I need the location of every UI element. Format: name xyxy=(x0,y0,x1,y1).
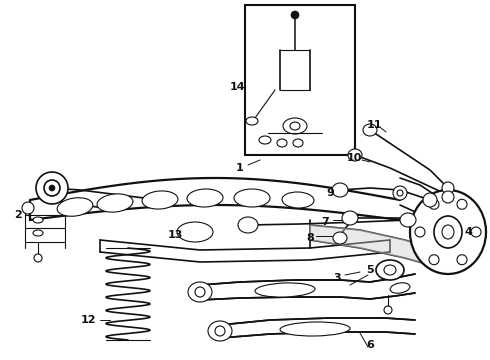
Ellipse shape xyxy=(429,199,439,209)
Ellipse shape xyxy=(215,326,225,336)
Ellipse shape xyxy=(363,124,377,136)
Text: 4: 4 xyxy=(464,227,472,237)
Ellipse shape xyxy=(457,199,467,209)
Ellipse shape xyxy=(187,189,223,207)
Text: 1: 1 xyxy=(236,163,244,173)
Ellipse shape xyxy=(290,122,300,130)
Ellipse shape xyxy=(415,227,425,237)
Text: 14: 14 xyxy=(229,82,245,92)
Ellipse shape xyxy=(49,185,55,191)
Text: 5: 5 xyxy=(366,265,374,275)
Ellipse shape xyxy=(471,227,481,237)
Ellipse shape xyxy=(277,139,287,147)
Polygon shape xyxy=(370,274,415,299)
Text: 11: 11 xyxy=(366,120,382,130)
Ellipse shape xyxy=(33,217,43,223)
Ellipse shape xyxy=(195,287,205,297)
Polygon shape xyxy=(220,318,415,338)
Ellipse shape xyxy=(280,322,350,336)
Ellipse shape xyxy=(442,191,454,203)
Ellipse shape xyxy=(22,202,34,214)
Ellipse shape xyxy=(332,183,348,197)
Ellipse shape xyxy=(44,180,60,196)
Ellipse shape xyxy=(36,172,68,204)
Ellipse shape xyxy=(293,139,303,147)
Ellipse shape xyxy=(390,283,410,293)
Polygon shape xyxy=(310,225,445,270)
Ellipse shape xyxy=(255,283,315,297)
Ellipse shape xyxy=(410,190,486,274)
Ellipse shape xyxy=(291,11,299,19)
Text: 13: 13 xyxy=(167,230,183,240)
Polygon shape xyxy=(200,280,370,300)
Ellipse shape xyxy=(434,216,462,248)
Text: 10: 10 xyxy=(346,153,362,163)
Ellipse shape xyxy=(283,118,307,134)
Ellipse shape xyxy=(142,191,178,209)
Ellipse shape xyxy=(234,189,270,207)
Text: 12: 12 xyxy=(80,315,96,325)
Ellipse shape xyxy=(282,192,314,208)
Ellipse shape xyxy=(238,217,258,233)
Ellipse shape xyxy=(384,265,396,275)
Ellipse shape xyxy=(423,193,437,207)
Ellipse shape xyxy=(34,254,42,262)
Ellipse shape xyxy=(384,306,392,314)
Text: 9: 9 xyxy=(326,188,334,198)
Text: 6: 6 xyxy=(366,340,374,350)
Ellipse shape xyxy=(376,260,404,280)
Ellipse shape xyxy=(177,222,213,242)
Ellipse shape xyxy=(57,198,93,216)
Bar xyxy=(245,5,355,155)
Ellipse shape xyxy=(333,232,347,244)
Ellipse shape xyxy=(259,136,271,144)
Ellipse shape xyxy=(442,182,454,194)
Ellipse shape xyxy=(393,186,407,200)
Ellipse shape xyxy=(442,225,454,239)
Text: 7: 7 xyxy=(321,217,329,227)
Text: 2: 2 xyxy=(14,210,22,220)
Ellipse shape xyxy=(348,149,362,161)
Ellipse shape xyxy=(97,194,133,212)
Ellipse shape xyxy=(33,230,43,236)
Ellipse shape xyxy=(429,255,439,265)
Ellipse shape xyxy=(208,321,232,341)
Text: 8: 8 xyxy=(306,233,314,243)
Ellipse shape xyxy=(400,213,416,227)
Ellipse shape xyxy=(188,282,212,302)
Ellipse shape xyxy=(397,190,403,196)
Ellipse shape xyxy=(342,211,358,225)
Text: 3: 3 xyxy=(333,273,341,283)
Ellipse shape xyxy=(457,255,467,265)
Ellipse shape xyxy=(246,117,258,125)
